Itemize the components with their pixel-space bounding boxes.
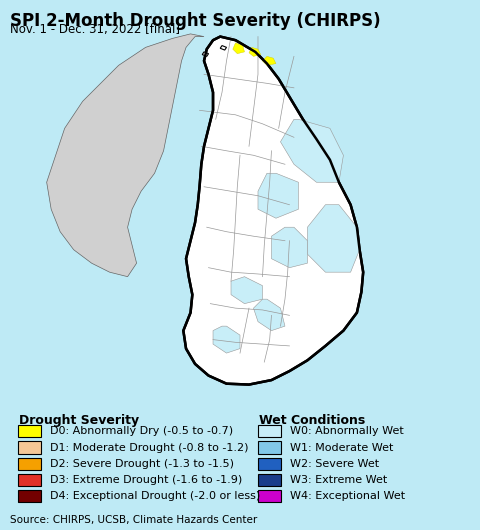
Polygon shape [258,173,299,218]
Bar [18,441,41,454]
Bar [18,425,41,437]
Polygon shape [280,119,343,182]
Polygon shape [231,277,263,304]
Text: Drought Severity: Drought Severity [19,414,139,427]
Polygon shape [249,47,261,56]
Polygon shape [272,227,308,268]
Bar [18,474,41,486]
Polygon shape [213,326,240,353]
Text: Nov. 1 - Dec. 31, 2022 [final]: Nov. 1 - Dec. 31, 2022 [final] [10,23,180,37]
Text: D4: Exceptional Drought (-2.0 or less): D4: Exceptional Drought (-2.0 or less) [50,491,261,501]
Polygon shape [202,52,208,56]
Bar [18,457,41,470]
Polygon shape [220,46,227,50]
Polygon shape [47,34,204,277]
Bar [258,425,281,437]
Text: W0: Abnormally Wet: W0: Abnormally Wet [290,426,404,436]
Bar [258,490,281,502]
Bar [258,457,281,470]
Polygon shape [183,37,363,385]
Text: W1: Moderate Wet: W1: Moderate Wet [290,443,394,453]
Bar [258,474,281,486]
Text: W2: Severe Wet: W2: Severe Wet [290,458,380,469]
Polygon shape [263,56,276,65]
Text: D0: Abnormally Dry (-0.5 to -0.7): D0: Abnormally Dry (-0.5 to -0.7) [50,426,234,436]
Polygon shape [233,43,244,54]
Text: W4: Exceptional Wet: W4: Exceptional Wet [290,491,406,501]
Text: Source: CHIRPS, UCSB, Climate Hazards Center: Source: CHIRPS, UCSB, Climate Hazards Ce… [10,515,257,525]
Bar [258,441,281,454]
Text: D1: Moderate Drought (-0.8 to -1.2): D1: Moderate Drought (-0.8 to -1.2) [50,443,249,453]
Polygon shape [308,205,360,272]
Text: W3: Extreme Wet: W3: Extreme Wet [290,475,388,485]
Text: Wet Conditions: Wet Conditions [259,414,365,427]
Text: SPI 2-Month Drought Severity (CHIRPS): SPI 2-Month Drought Severity (CHIRPS) [10,12,380,30]
Polygon shape [253,299,285,331]
Bar [18,490,41,502]
Text: D2: Severe Drought (-1.3 to -1.5): D2: Severe Drought (-1.3 to -1.5) [50,458,234,469]
Text: D3: Extreme Drought (-1.6 to -1.9): D3: Extreme Drought (-1.6 to -1.9) [50,475,243,485]
